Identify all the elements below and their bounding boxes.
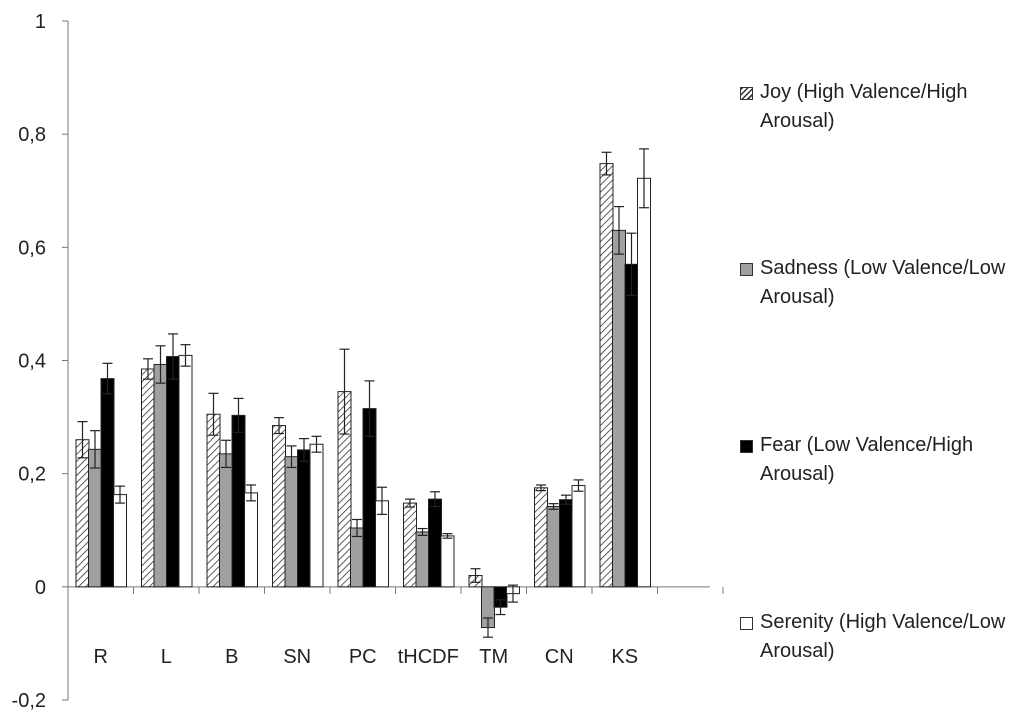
bar-serenity (309, 443, 324, 588)
y-tick-label: 0 (35, 577, 46, 599)
x-tick-label: SN (283, 646, 311, 668)
bar-fear (100, 378, 115, 588)
bar-serenity (440, 535, 455, 588)
x-tick-label: TM (479, 646, 508, 668)
bar-sadness (415, 531, 430, 588)
bar-joy (599, 163, 614, 588)
legend-swatch-fear (740, 440, 753, 453)
y-tick-label: 0,6 (18, 237, 46, 259)
legend-label-sadness: Sadness (Low Valence/Low Arousal) (760, 257, 1006, 308)
y-tick-label: 1 (35, 11, 46, 33)
x-tick-label: R (94, 646, 108, 668)
legend-item-serenity: Serenity (High Valence/Low Arousal) (740, 611, 1030, 666)
y-tick-label: 0,2 (18, 464, 46, 486)
x-tick-label: CN (545, 646, 574, 668)
legend-label-joy: Joy (High Valence/High Arousal) (760, 81, 968, 132)
legend-item-sadness: Sadness (Low Valence/Low Arousal) (740, 257, 1030, 312)
y-tick-label: 0,8 (18, 124, 46, 146)
legend-label-serenity: Serenity (High Valence/Low Arousal) (760, 611, 1006, 662)
y-tick-label: 0,4 (18, 351, 46, 373)
bar-sadness (219, 453, 233, 588)
bar-joy (534, 487, 548, 588)
bar-fear (166, 356, 180, 588)
x-tick-label: tHCDF (398, 646, 459, 668)
bar-fear (624, 263, 639, 588)
bar-serenity (113, 494, 127, 588)
legend-item-fear: Fear (Low Valence/High Arousal) (740, 434, 1030, 489)
bar-sadness (88, 448, 102, 588)
bar-joy (272, 425, 286, 588)
legend-item-joy: Joy (High Valence/High Arousal) (740, 81, 1030, 136)
bar-serenity (178, 354, 193, 588)
bar-fear (559, 499, 573, 588)
y-tick-label: -0,2 (12, 690, 46, 711)
x-tick-label: KS (611, 646, 638, 668)
legend-swatch-joy (740, 87, 753, 100)
bar-joy (141, 368, 155, 588)
bar-sadness (284, 456, 299, 588)
bar-serenity (244, 492, 258, 588)
bar-joy (206, 413, 221, 588)
legend-swatch-sadness (740, 263, 753, 276)
x-tick-label: L (161, 646, 172, 668)
x-tick-label: B (225, 646, 238, 668)
bar-sadness (612, 229, 626, 588)
bar-fear (231, 414, 246, 588)
legend-label-fear: Fear (Low Valence/High Arousal) (760, 434, 974, 485)
legend-swatch-serenity (740, 617, 753, 630)
bar-fear (428, 498, 442, 588)
bar-sadness (546, 505, 561, 588)
bar-serenity (637, 177, 651, 588)
bar-joy (403, 502, 417, 588)
bar-serenity (571, 485, 586, 588)
x-tick-label: PC (349, 646, 377, 668)
bar-joy (75, 439, 90, 588)
bar-sadness (153, 363, 168, 588)
bar-fear (297, 449, 311, 588)
